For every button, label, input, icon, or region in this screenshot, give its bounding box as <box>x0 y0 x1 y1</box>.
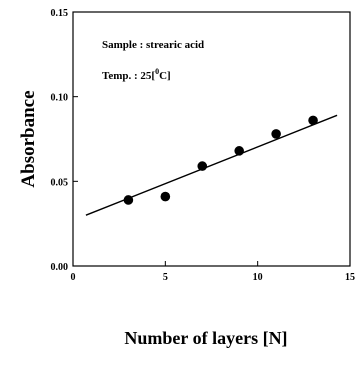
x-tick-label-3: 15 <box>345 272 355 283</box>
fit-line <box>85 114 338 216</box>
y-axis-title: Absorbance <box>18 90 39 187</box>
data-point-1 <box>160 191 171 202</box>
y-tick-label-1: 0.05 <box>51 177 69 188</box>
fit-line-group <box>85 114 338 216</box>
ticks-group: 0 5 10 15 0.00 0.05 0.10 0.15 <box>51 8 356 283</box>
data-point-2 <box>197 161 208 171</box>
data-point-3 <box>234 146 244 156</box>
y-tick-label-2: 0.10 <box>51 93 69 104</box>
y-tick-label-3: 0.15 <box>51 8 69 19</box>
plot-frame <box>72 11 351 267</box>
data-point-5 <box>308 115 318 126</box>
annotation-temp-superscript: 0 <box>155 67 159 76</box>
y-tick-label-0: 0.00 <box>51 262 69 273</box>
annotation-temp-text: Temp. : 25[ <box>102 70 155 82</box>
x-axis-title: Number of layers [N] <box>124 328 287 348</box>
data-point-4 <box>271 129 281 139</box>
x-tick-label-0: 0 <box>71 272 76 283</box>
data-point-0 <box>123 195 134 205</box>
annotation-temperature: Temp. : 25[0C] <box>102 67 171 82</box>
data-points-group <box>123 115 318 205</box>
x-tick-label-1: 5 <box>163 272 168 283</box>
x-tick-label-2: 10 <box>253 272 263 283</box>
annotation-temp-unit: C] <box>159 70 171 82</box>
annotation-sample: Sample : strearic acid <box>102 39 204 51</box>
